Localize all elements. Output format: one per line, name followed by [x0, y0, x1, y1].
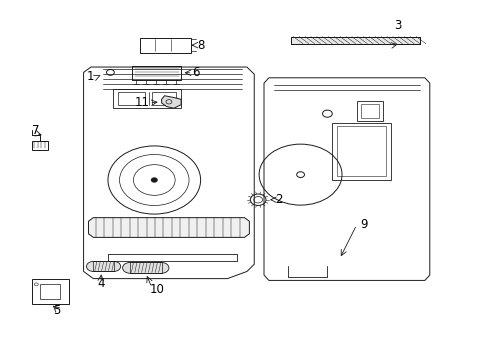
Text: 7: 7	[32, 124, 40, 137]
Bar	[113, 89, 181, 108]
Bar	[32, 140, 48, 149]
Text: 5: 5	[53, 305, 61, 318]
Bar	[93, 261, 114, 271]
Circle shape	[86, 261, 100, 271]
Text: 1: 1	[87, 70, 95, 83]
Bar	[152, 92, 176, 105]
Text: 9: 9	[360, 218, 367, 231]
Circle shape	[154, 262, 168, 273]
Text: 6: 6	[192, 66, 199, 79]
Bar	[132, 66, 181, 80]
Bar	[40, 284, 60, 300]
Bar	[356, 101, 383, 121]
Polygon shape	[88, 218, 249, 237]
Polygon shape	[290, 37, 419, 44]
Text: 4: 4	[97, 278, 104, 291]
Polygon shape	[161, 96, 181, 108]
Polygon shape	[264, 78, 429, 280]
Bar	[130, 262, 161, 273]
Circle shape	[107, 261, 121, 271]
Text: 3: 3	[394, 19, 401, 32]
Text: 2: 2	[274, 193, 282, 206]
Circle shape	[122, 262, 137, 273]
Bar	[336, 126, 385, 176]
Circle shape	[151, 178, 157, 182]
Bar	[118, 92, 144, 105]
Text: 8: 8	[197, 39, 204, 52]
Bar	[360, 104, 378, 118]
Text: 10: 10	[149, 283, 164, 296]
Text: 11: 11	[134, 96, 149, 109]
Bar	[140, 38, 190, 53]
Bar	[331, 123, 390, 180]
Polygon shape	[83, 67, 254, 279]
Bar	[32, 279, 69, 304]
